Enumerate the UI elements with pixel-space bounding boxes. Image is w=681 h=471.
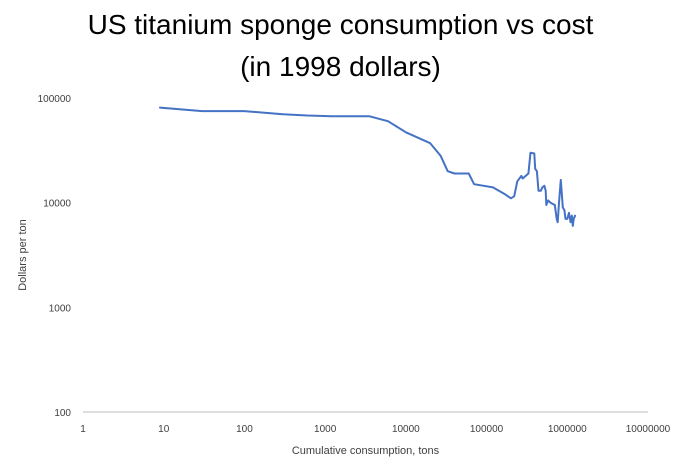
y-tick-label: 100	[54, 408, 71, 419]
x-tick-label: 100	[236, 424, 253, 435]
chart-title-line-1: US titanium sponge consumption vs cost	[87, 9, 594, 40]
x-tick-label: 1000	[314, 424, 337, 435]
plot-area	[83, 106, 648, 413]
y-axis-ticks: 100 1000 10000 100000	[38, 94, 72, 419]
x-tick-label: 10000	[392, 424, 420, 435]
y-axis-title: Dollars per ton	[17, 219, 29, 291]
x-axis-ticks: 1 10 100 1000 10000 100000 1000000 10000000	[80, 424, 670, 435]
x-axis-title: Cumulative consumption, tons	[292, 445, 440, 457]
chart-title-line-2: (in 1998 dollars)	[240, 51, 441, 82]
y-tick-label: 1000	[49, 303, 72, 314]
x-tick-label: 10000000	[626, 424, 671, 435]
x-tick-label: 100000	[470, 424, 504, 435]
x-tick-label: 1	[80, 424, 86, 435]
series-line	[159, 106, 577, 227]
chart-title: US titanium sponge consumption vs cost (…	[0, 4, 681, 88]
y-tick-label: 10000	[43, 199, 71, 210]
y-tick-label: 100000	[38, 94, 72, 105]
x-tick-label: 10	[158, 424, 170, 435]
x-tick-label: 1000000	[548, 424, 587, 435]
